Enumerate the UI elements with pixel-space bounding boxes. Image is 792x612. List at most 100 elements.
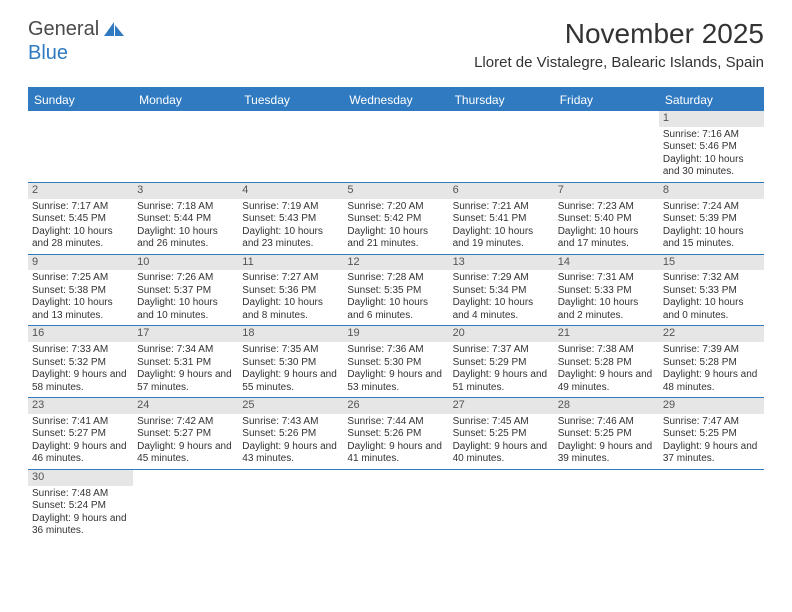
week-row: 23 Sunrise: 7:41 AM Sunset: 5:27 PM Dayligh… xyxy=(28,398,764,470)
daylight-text: Daylight: 10 hours and 17 minutes. xyxy=(558,226,655,251)
sunset-text: Sunset: 5:25 PM xyxy=(453,428,550,441)
day-number: 9 xyxy=(28,255,133,271)
day-number: 7 xyxy=(554,183,659,199)
daylight-text: Daylight: 9 hours and 39 minutes. xyxy=(558,441,655,466)
day-number: 23 xyxy=(28,398,133,414)
day-number: 24 xyxy=(133,398,238,414)
sunrise-text: Sunrise: 7:16 AM xyxy=(663,129,760,142)
day-cell: 28Sunrise: 7:46 AMSunset: 5:25 PMDayligh… xyxy=(554,398,659,469)
sunset-text: Sunset: 5:30 PM xyxy=(347,357,444,370)
day-number: 28 xyxy=(554,398,659,414)
day-header: Sunday xyxy=(28,89,133,111)
page-title: November 2025 xyxy=(474,18,764,50)
empty-cell xyxy=(28,111,133,182)
sunset-text: Sunset: 5:29 PM xyxy=(453,357,550,370)
sunset-text: Sunset: 5:44 PM xyxy=(137,213,234,226)
empty-cell xyxy=(554,111,659,182)
sunrise-text: Sunrise: 7:32 AM xyxy=(663,272,760,285)
day-number: 19 xyxy=(343,326,448,342)
day-cell: 5Sunrise: 7:20 AMSunset: 5:42 PMDaylight… xyxy=(343,183,448,254)
daylight-text: Daylight: 10 hours and 2 minutes. xyxy=(558,297,655,322)
day-number: 17 xyxy=(133,326,238,342)
day-number: 1 xyxy=(659,111,764,127)
sunset-text: Sunset: 5:30 PM xyxy=(242,357,339,370)
weeks-container: 1Sunrise: 7:16 AMSunset: 5:46 PMDaylight… xyxy=(28,111,764,541)
day-number: 27 xyxy=(449,398,554,414)
sunset-text: Sunset: 5:39 PM xyxy=(663,213,760,226)
day-cell: 13Sunrise: 7:29 AMSunset: 5:34 PMDayligh… xyxy=(449,255,554,326)
day-cell: 20Sunrise: 7:37 AMSunset: 5:29 PMDayligh… xyxy=(449,326,554,397)
empty-cell xyxy=(343,470,448,541)
day-number: 2 xyxy=(28,183,133,199)
calendar: SundayMondayTuesdayWednesdayThursdayFrid… xyxy=(28,87,764,541)
day-cell: 9Sunrise: 7:25 AMSunset: 5:38 PMDaylight… xyxy=(28,255,133,326)
daylight-text: Daylight: 9 hours and 40 minutes. xyxy=(453,441,550,466)
week-row: 16Sunrise: 7:33 AMSunset: 5:32 PMDayligh… xyxy=(28,326,764,398)
day-cell: 26Sunrise: 7:44 AMSunset: 5:26 PMDayligh… xyxy=(343,398,448,469)
logo: General xyxy=(28,18,128,41)
daylight-text: Daylight: 9 hours and 53 minutes. xyxy=(347,369,444,394)
day-header: Wednesday xyxy=(343,89,448,111)
sunrise-text: Sunrise: 7:34 AM xyxy=(137,344,234,357)
sunset-text: Sunset: 5:41 PM xyxy=(453,213,550,226)
sunset-text: Sunset: 5:33 PM xyxy=(663,285,760,298)
daylight-text: Daylight: 10 hours and 19 minutes. xyxy=(453,226,550,251)
day-cell: 1Sunrise: 7:16 AMSunset: 5:46 PMDaylight… xyxy=(659,111,764,182)
day-header: Monday xyxy=(133,89,238,111)
sunrise-text: Sunrise: 7:47 AM xyxy=(663,416,760,429)
daylight-text: Daylight: 9 hours and 51 minutes. xyxy=(453,369,550,394)
daylight-text: Daylight: 9 hours and 46 minutes. xyxy=(32,441,129,466)
sunset-text: Sunset: 5:26 PM xyxy=(242,428,339,441)
day-number: 20 xyxy=(449,326,554,342)
day-number: 15 xyxy=(659,255,764,271)
daylight-text: Daylight: 10 hours and 23 minutes. xyxy=(242,226,339,251)
day-number: 21 xyxy=(554,326,659,342)
day-number: 22 xyxy=(659,326,764,342)
empty-cell xyxy=(554,470,659,541)
sunset-text: Sunset: 5:31 PM xyxy=(137,357,234,370)
location: Lloret de Vistalegre, Balearic Islands, … xyxy=(474,54,764,71)
day-cell: 23Sunrise: 7:41 AMSunset: 5:27 PMDayligh… xyxy=(28,398,133,469)
sunset-text: Sunset: 5:28 PM xyxy=(663,357,760,370)
day-cell: 30Sunrise: 7:48 AMSunset: 5:24 PMDayligh… xyxy=(28,470,133,541)
daylight-text: Daylight: 9 hours and 41 minutes. xyxy=(347,441,444,466)
sunrise-text: Sunrise: 7:18 AM xyxy=(137,201,234,214)
day-number: 4 xyxy=(238,183,343,199)
day-cell: 14Sunrise: 7:31 AMSunset: 5:33 PMDayligh… xyxy=(554,255,659,326)
day-cell: 15Sunrise: 7:32 AMSunset: 5:33 PMDayligh… xyxy=(659,255,764,326)
sunset-text: Sunset: 5:32 PM xyxy=(32,357,129,370)
sunrise-text: Sunrise: 7:38 AM xyxy=(558,344,655,357)
day-cell: 7Sunrise: 7:23 AMSunset: 5:40 PMDaylight… xyxy=(554,183,659,254)
day-cell: 19Sunrise: 7:36 AMSunset: 5:30 PMDayligh… xyxy=(343,326,448,397)
daylight-text: Daylight: 10 hours and 28 minutes. xyxy=(32,226,129,251)
day-number: 12 xyxy=(343,255,448,271)
sunrise-text: Sunrise: 7:29 AM xyxy=(453,272,550,285)
daylight-text: Daylight: 10 hours and 0 minutes. xyxy=(663,297,760,322)
sunrise-text: Sunrise: 7:33 AM xyxy=(32,344,129,357)
sunset-text: Sunset: 5:37 PM xyxy=(137,285,234,298)
sunrise-text: Sunrise: 7:41 AM xyxy=(32,416,129,429)
sunrise-text: Sunrise: 7:21 AM xyxy=(453,201,550,214)
day-cell: 2Sunrise: 7:17 AMSunset: 5:45 PMDaylight… xyxy=(28,183,133,254)
sunset-text: Sunset: 5:36 PM xyxy=(242,285,339,298)
daylight-text: Daylight: 9 hours and 36 minutes. xyxy=(32,513,129,538)
sunset-text: Sunset: 5:27 PM xyxy=(137,428,234,441)
day-header: Saturday xyxy=(659,89,764,111)
sunrise-text: Sunrise: 7:45 AM xyxy=(453,416,550,429)
sunrise-text: Sunrise: 7:26 AM xyxy=(137,272,234,285)
day-number: 25 xyxy=(238,398,343,414)
daylight-text: Daylight: 10 hours and 10 minutes. xyxy=(137,297,234,322)
day-number: 13 xyxy=(449,255,554,271)
logo-sub: Blue xyxy=(28,42,68,65)
day-header: Thursday xyxy=(449,89,554,111)
sunrise-text: Sunrise: 7:20 AM xyxy=(347,201,444,214)
empty-cell xyxy=(238,111,343,182)
daylight-text: Daylight: 9 hours and 58 minutes. xyxy=(32,369,129,394)
empty-cell xyxy=(659,470,764,541)
sunrise-text: Sunrise: 7:35 AM xyxy=(242,344,339,357)
sunrise-text: Sunrise: 7:25 AM xyxy=(32,272,129,285)
day-cell: 24Sunrise: 7:42 AMSunset: 5:27 PMDayligh… xyxy=(133,398,238,469)
title-block: November 2025 Lloret de Vistalegre, Bale… xyxy=(474,18,764,71)
sunset-text: Sunset: 5:25 PM xyxy=(558,428,655,441)
sunrise-text: Sunrise: 7:39 AM xyxy=(663,344,760,357)
